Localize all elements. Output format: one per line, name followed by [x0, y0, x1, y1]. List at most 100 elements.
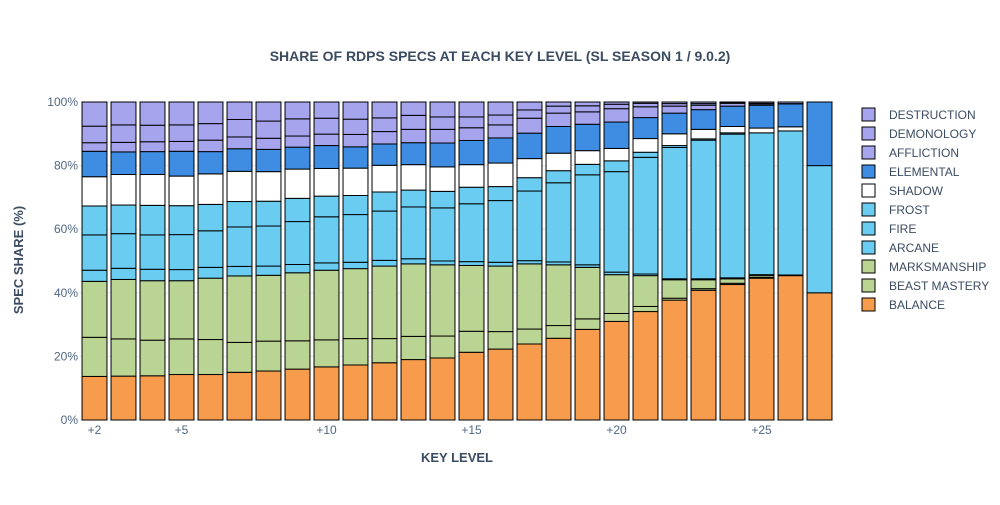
legend-item[interactable]: ARCANE — [862, 241, 939, 255]
bar-segment-beast-mastery[interactable] — [372, 339, 397, 363]
bar-segment-balance[interactable] — [517, 344, 542, 420]
bar-segment-destruction[interactable] — [430, 102, 455, 117]
bar-segment-fire[interactable] — [459, 204, 484, 262]
bar-segment-demonology[interactable] — [343, 119, 368, 134]
bar-segment-fire[interactable] — [401, 207, 426, 259]
bar-segment-marksmanship[interactable] — [459, 265, 484, 331]
bar-segment-balance[interactable] — [604, 321, 629, 420]
bar-segment-frost[interactable] — [604, 161, 629, 172]
bar-segment-fire[interactable] — [691, 140, 716, 279]
bar-segment-shadow[interactable] — [111, 175, 136, 206]
bar-segment-beast-mastery[interactable] — [111, 339, 136, 376]
bar-segment-marksmanship[interactable] — [662, 280, 687, 298]
bar-segment-demonology[interactable] — [633, 103, 658, 106]
bar-segment-elemental[interactable] — [401, 143, 426, 165]
bar-segment-beast-mastery[interactable] — [430, 336, 455, 358]
bar-segment-demonology[interactable] — [459, 117, 484, 128]
bar-segment-fire[interactable] — [517, 191, 542, 261]
bar-segment-marksmanship[interactable] — [720, 279, 745, 283]
bar-segment-destruction[interactable] — [488, 102, 513, 115]
bar-segment-shadow[interactable] — [546, 153, 571, 170]
bar-segment-balance[interactable] — [459, 352, 484, 420]
bar-segment-affliction[interactable] — [111, 142, 136, 152]
bar-segment-affliction[interactable] — [140, 142, 165, 152]
bar-segment-balance[interactable] — [285, 369, 310, 420]
bar-segment-destruction[interactable] — [169, 102, 194, 125]
bar-segment-destruction[interactable] — [82, 102, 107, 126]
bar-segment-fire[interactable] — [604, 172, 629, 272]
bar-segment-arcane[interactable] — [314, 263, 339, 270]
bar-segment-demonology[interactable] — [169, 125, 194, 142]
bar-segment-fire[interactable] — [662, 147, 687, 278]
bar-segment-arcane[interactable] — [343, 262, 368, 268]
bar-segment-shadow[interactable] — [604, 148, 629, 160]
bar-segment-destruction[interactable] — [691, 102, 716, 104]
bar-segment-shadow[interactable] — [314, 168, 339, 196]
bar-segment-elemental[interactable] — [807, 102, 832, 166]
bar-segment-shadow[interactable] — [372, 165, 397, 192]
bar-segment-destruction[interactable] — [256, 102, 281, 121]
bar-segment-destruction[interactable] — [778, 102, 803, 104]
bar-segment-arcane[interactable] — [459, 262, 484, 266]
bar-segment-demonology[interactable] — [546, 106, 571, 113]
bar-segment-shadow[interactable] — [749, 128, 774, 133]
bar-segment-balance[interactable] — [140, 376, 165, 420]
bar-segment-marksmanship[interactable] — [82, 281, 107, 337]
bar-segment-beast-mastery[interactable] — [198, 340, 223, 375]
bar-segment-destruction[interactable] — [604, 102, 629, 104]
bar-segment-elemental[interactable] — [575, 124, 600, 150]
bar-segment-beast-mastery[interactable] — [517, 329, 542, 344]
bar-segment-marksmanship[interactable] — [691, 280, 716, 289]
bar-segment-frost[interactable] — [575, 164, 600, 174]
bar-segment-arcane[interactable] — [140, 269, 165, 280]
bar-segment-marksmanship[interactable] — [140, 281, 165, 340]
bar-segment-balance[interactable] — [111, 376, 136, 420]
bar-segment-beast-mastery[interactable] — [488, 332, 513, 349]
bar-segment-affliction[interactable] — [633, 107, 658, 118]
bar-segment-arcane[interactable] — [285, 264, 310, 272]
bar-segment-frost[interactable] — [198, 204, 223, 230]
bar-segment-arcane[interactable] — [169, 270, 194, 281]
bar-segment-balance[interactable] — [372, 363, 397, 420]
bar-segment-beast-mastery[interactable] — [256, 341, 281, 371]
bar-segment-fire[interactable] — [343, 215, 368, 263]
bar-segment-marksmanship[interactable] — [488, 266, 513, 332]
bar-segment-elemental[interactable] — [198, 152, 223, 174]
bar-segment-fire[interactable] — [430, 208, 455, 261]
bar-segment-elemental[interactable] — [314, 146, 339, 169]
bar-segment-fire[interactable] — [314, 217, 339, 263]
bar-segment-fire[interactable] — [82, 235, 107, 270]
bar-segment-shadow[interactable] — [575, 151, 600, 165]
bar-segment-frost[interactable] — [459, 187, 484, 204]
bar-segment-frost[interactable] — [488, 187, 513, 201]
bar-segment-marksmanship[interactable] — [227, 276, 252, 342]
bar-segment-balance[interactable] — [227, 372, 252, 420]
bar-segment-elemental[interactable] — [691, 110, 716, 130]
bar-segment-elemental[interactable] — [140, 152, 165, 175]
bar-segment-beast-mastery[interactable] — [401, 336, 426, 359]
bar-segment-affliction[interactable] — [401, 129, 426, 142]
bar-segment-demonology[interactable] — [517, 110, 542, 118]
bar-segment-destruction[interactable] — [575, 102, 600, 106]
bar-segment-elemental[interactable] — [256, 149, 281, 171]
bar-segment-affliction[interactable] — [372, 132, 397, 144]
bar-segment-balance[interactable] — [82, 376, 107, 420]
bar-segment-beast-mastery[interactable] — [343, 339, 368, 365]
bar-segment-frost[interactable] — [546, 171, 571, 183]
bar-segment-affliction[interactable] — [430, 129, 455, 143]
bar-segment-balance[interactable] — [314, 367, 339, 420]
bar-segment-affliction[interactable] — [662, 106, 687, 113]
bar-segment-demonology[interactable] — [140, 125, 165, 142]
bar-segment-arcane[interactable] — [198, 267, 223, 278]
bar-segment-elemental[interactable] — [720, 106, 745, 126]
bar-segment-destruction[interactable] — [459, 102, 484, 117]
bar-segment-balance[interactable] — [430, 358, 455, 420]
bar-segment-affliction[interactable] — [198, 140, 223, 151]
bar-segment-demonology[interactable] — [372, 118, 397, 132]
bar-segment-destruction[interactable] — [343, 102, 368, 119]
bar-segment-balance[interactable] — [575, 329, 600, 420]
bar-segment-shadow[interactable] — [691, 129, 716, 139]
bar-segment-destruction[interactable] — [285, 102, 310, 119]
bar-segment-destruction[interactable] — [517, 102, 542, 110]
bar-segment-affliction[interactable] — [169, 141, 194, 151]
